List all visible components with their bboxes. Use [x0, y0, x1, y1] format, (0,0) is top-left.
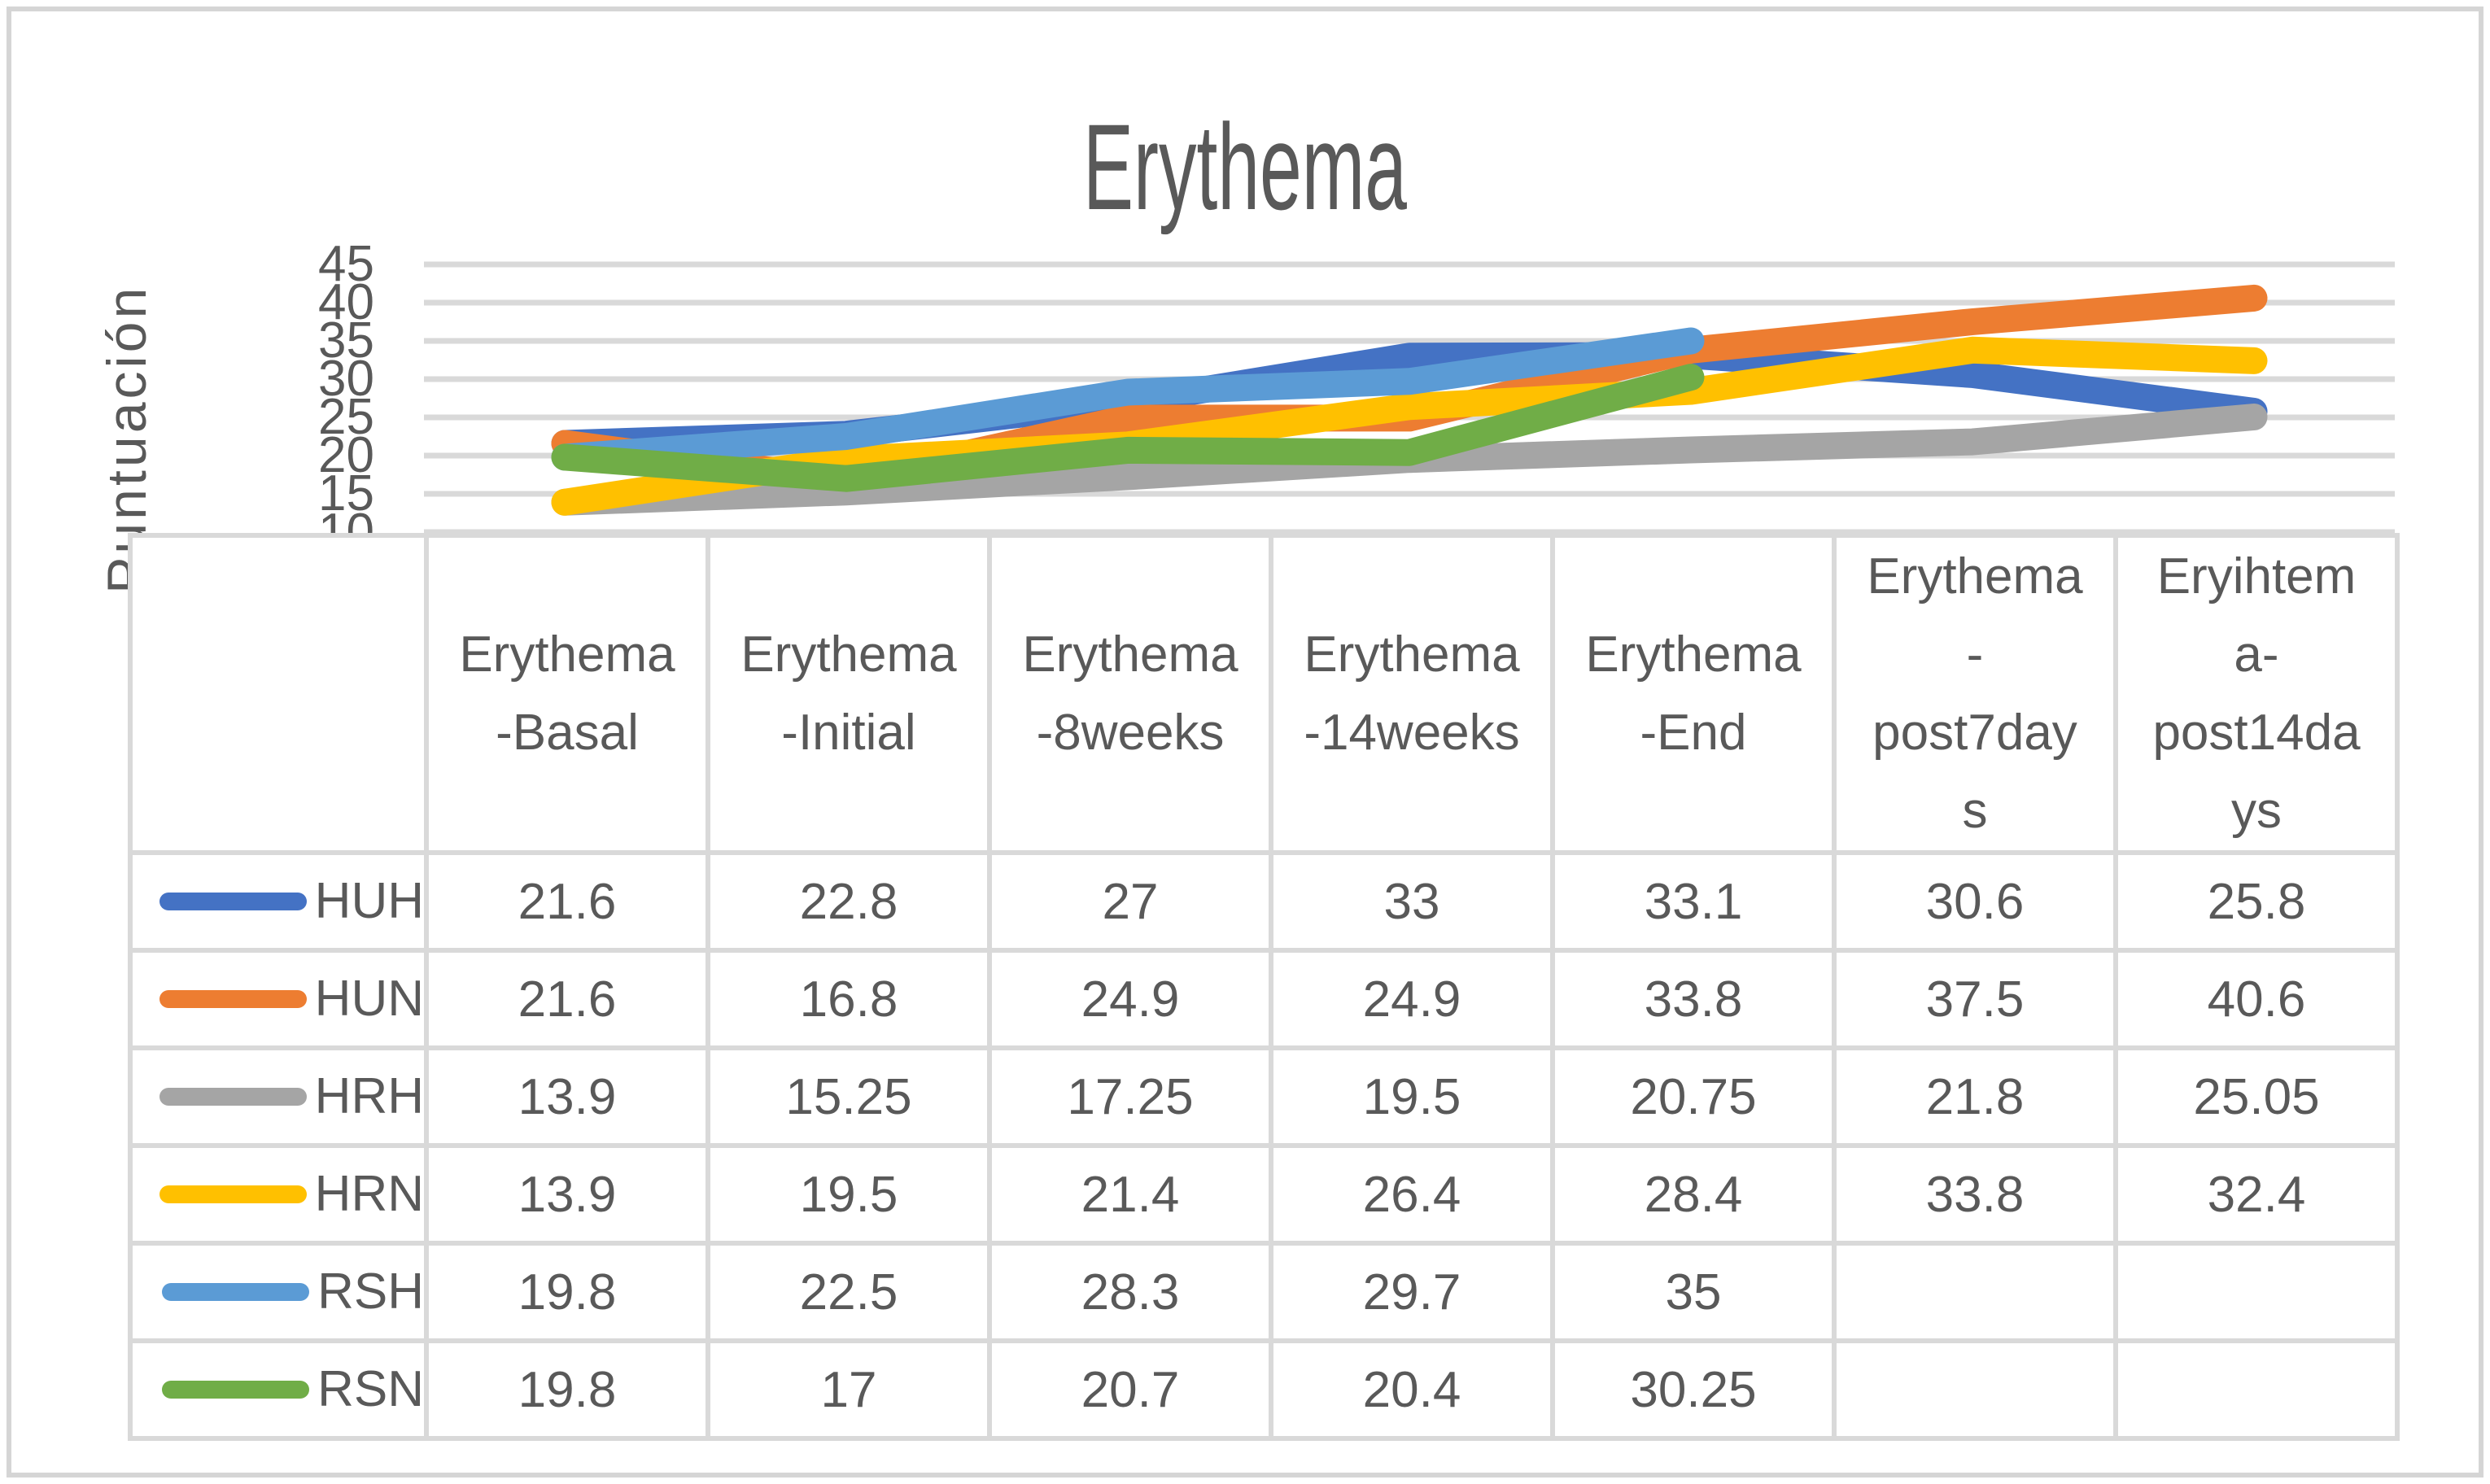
chart-title: Erythema [1083, 98, 1407, 235]
column-header-post7days: Erythema - post7day s [1832, 532, 2118, 856]
cell-hun-post14: 40.6 [2113, 948, 2400, 1051]
series-line-HRN [551, 336, 2268, 516]
cell-hrh-basal: 13.9 [424, 1045, 710, 1149]
cell-rsh-post7 [1832, 1241, 2118, 1344]
row-label-cell: HRN [128, 1143, 429, 1246]
cell-hrh-8weeks: 17.25 [987, 1045, 1273, 1149]
cell-hrh-initial: 15.25 [706, 1045, 992, 1149]
table-corner-cell [128, 532, 429, 856]
cell-hun-post7: 37.5 [1832, 948, 2118, 1051]
cell-hun-initial: 16.8 [706, 948, 992, 1051]
column-header-post14days: Eryihtem a- post14da ys [2113, 532, 2400, 856]
column-header-14weeks: Erythema -14weeks [1269, 532, 1555, 856]
series-label: HUN [314, 971, 424, 1028]
series-label: HRN [314, 1166, 424, 1223]
table-row-hun: HUN 21.6 16.8 24.9 24.9 33.8 37.5 40.6 [128, 948, 2400, 1051]
cell-hrn-14weeks: 26.4 [1269, 1143, 1555, 1246]
cell-hun-basal: 21.6 [424, 948, 710, 1051]
cell-huh-post7: 30.6 [1832, 850, 2118, 954]
table-row-rsn: RSN 19.8 17 20.7 20.4 30.25 [128, 1338, 2400, 1442]
cell-hrn-basal: 13.9 [424, 1143, 710, 1246]
row-label-cell: HRH [128, 1045, 429, 1149]
cell-hrh-post14: 25.05 [2113, 1045, 2400, 1149]
series-label: RSN [317, 1361, 424, 1418]
cell-rsh-14weeks: 29.7 [1269, 1241, 1555, 1344]
y-tick-45: 45 [318, 236, 374, 292]
cell-rsh-post14 [2113, 1241, 2400, 1344]
line-chart-plot-area [424, 261, 2395, 535]
cell-huh-basal: 21.6 [424, 850, 710, 954]
table-row-rsh: RSH 19.8 22.5 28.3 29.7 35 [128, 1241, 2400, 1344]
cell-rsh-end: 35 [1550, 1241, 1837, 1344]
cell-hrn-post7: 33.8 [1832, 1143, 2118, 1246]
table-row-hrn: HRN 13.9 19.5 21.4 26.4 28.4 33.8 32.4 [128, 1143, 2400, 1246]
row-label-cell: RSH [128, 1241, 429, 1344]
row-label-cell: RSN [128, 1338, 429, 1442]
y-tick-30: 30 [318, 351, 374, 407]
cell-huh-initial: 22.8 [706, 850, 992, 954]
cell-rsn-14weeks: 20.4 [1269, 1338, 1555, 1442]
y-tick-15: 15 [318, 465, 374, 522]
legend-key-hrh-icon [159, 1088, 307, 1106]
cell-hun-end: 33.8 [1550, 948, 1837, 1051]
cell-hrn-initial: 19.5 [706, 1143, 992, 1246]
legend-key-rsn-icon [162, 1381, 310, 1399]
table-header-row: Erythema -Basal Erythema -Initial Erythe… [128, 532, 2400, 856]
cell-huh-post14: 25.8 [2113, 850, 2400, 954]
y-tick-40: 40 [318, 274, 374, 330]
y-tick-20: 20 [318, 427, 374, 483]
legend-key-rsh-icon [162, 1283, 310, 1302]
series-label: HUH [314, 873, 424, 930]
cell-hrh-14weeks: 19.5 [1269, 1045, 1555, 1149]
series-label: RSH [317, 1264, 424, 1320]
legend-key-hrn-icon [159, 1185, 307, 1204]
legend-key-hun-icon [159, 990, 307, 1009]
column-header-basal: Erythema -Basal [424, 532, 710, 856]
cell-hun-14weeks: 24.9 [1269, 948, 1555, 1051]
chart-data-table: Erythema -Basal Erythema -Initial Erythe… [128, 532, 2400, 1442]
cell-rsn-end: 30.25 [1550, 1338, 1837, 1442]
cell-rsn-8weeks: 20.7 [987, 1338, 1273, 1442]
series-line-RSH [551, 327, 1705, 471]
cell-rsn-post14 [2113, 1338, 2400, 1442]
cell-hrh-end: 20.75 [1550, 1045, 1837, 1149]
legend-key-huh-icon [159, 893, 307, 911]
chart-title-wrap: Erythema [0, 106, 2490, 228]
cell-hrn-8weeks: 21.4 [987, 1143, 1273, 1246]
column-header-8weeks: Erythema -8weeks [987, 532, 1273, 856]
cell-rsh-initial: 22.5 [706, 1241, 992, 1344]
row-label-cell: HUN [128, 948, 429, 1051]
cell-hrn-end: 28.4 [1550, 1143, 1837, 1246]
cell-rsn-initial: 17 [706, 1338, 992, 1442]
cell-huh-end: 33.1 [1550, 850, 1837, 954]
cell-rsh-basal: 19.8 [424, 1241, 710, 1344]
column-header-end: Erythema -End [1550, 532, 1837, 856]
row-label-cell: HUH [128, 850, 429, 954]
cell-rsh-8weeks: 28.3 [987, 1241, 1273, 1344]
cell-hun-8weeks: 24.9 [987, 948, 1273, 1051]
cell-rsn-basal: 19.8 [424, 1338, 710, 1442]
cell-huh-8weeks: 27 [987, 850, 1273, 954]
cell-hrh-post7: 21.8 [1832, 1045, 2118, 1149]
series-label: HRH [314, 1068, 424, 1125]
table-row-huh: HUH 21.6 22.8 27 33 33.1 30.6 25.8 [128, 850, 2400, 954]
cell-huh-14weeks: 33 [1269, 850, 1555, 954]
series-line-RSN [551, 364, 1705, 492]
table-row-hrh: HRH 13.9 15.25 17.25 19.5 20.75 21.8 25.… [128, 1045, 2400, 1149]
column-header-initial: Erythema -Initial [706, 532, 992, 856]
cell-hrn-post14: 32.4 [2113, 1143, 2400, 1246]
y-tick-35: 35 [318, 312, 374, 369]
y-tick-25: 25 [318, 389, 374, 445]
cell-rsn-post7 [1832, 1338, 2118, 1442]
